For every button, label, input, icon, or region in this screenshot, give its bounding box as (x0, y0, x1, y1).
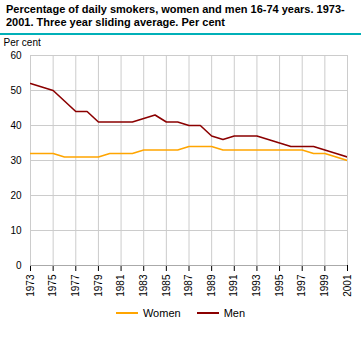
svg-text:1977: 1977 (70, 274, 81, 297)
svg-text:1997: 1997 (296, 274, 307, 297)
svg-text:1993: 1993 (251, 274, 262, 297)
svg-text:1973: 1973 (25, 274, 36, 297)
html-text:Percentage of daily smokers, w: Percentage of daily smokers, women and m… (6, 3, 345, 28)
svg-text:10: 10 (10, 225, 22, 236)
svg-text:0: 0 (16, 260, 22, 271)
html-text:Women: Women (142, 307, 181, 319)
svg-text:1987: 1987 (183, 274, 194, 297)
svg-text:1999: 1999 (319, 274, 330, 297)
svg-text:40: 40 (10, 120, 22, 131)
svg-text:Per cent: Per cent (4, 37, 41, 48)
html-text:Men: Men (223, 307, 245, 319)
svg-text:1995: 1995 (274, 274, 285, 297)
svg-text:1981: 1981 (115, 274, 126, 297)
svg-text:1985: 1985 (161, 274, 172, 297)
svg-text:30: 30 (10, 155, 22, 166)
svg-text:2001: 2001 (342, 274, 353, 297)
svg-text:1989: 1989 (206, 274, 217, 297)
svg-text:50: 50 (10, 85, 22, 96)
svg-text:1975: 1975 (47, 274, 58, 297)
svg-text:1983: 1983 (138, 274, 149, 297)
svg-text:60: 60 (10, 50, 22, 61)
svg-text:1979: 1979 (93, 274, 104, 297)
svg-text:1991: 1991 (228, 274, 239, 297)
svg-text:20: 20 (10, 190, 22, 201)
